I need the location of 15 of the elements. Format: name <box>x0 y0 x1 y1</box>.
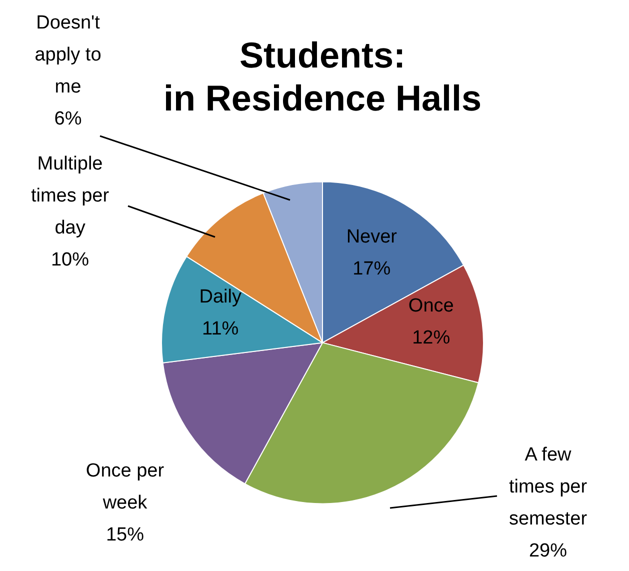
slice-label: Multiple times per day <box>30 154 110 239</box>
slice-label: Once <box>408 296 454 317</box>
data-label: 12% <box>412 328 450 349</box>
data-label: 17% <box>352 258 391 280</box>
data-label: 6% <box>54 108 82 130</box>
text: Students: in Residence Halls <box>163 34 482 119</box>
slice-label: Daily <box>199 286 242 308</box>
data-label: 11% <box>202 318 239 340</box>
slice-label: A few times per semester <box>508 444 588 530</box>
slice-label: Doesn't apply to me <box>34 12 102 98</box>
data-label: 15% <box>106 524 144 546</box>
slice-label: Never <box>346 226 398 248</box>
data-label: 29% <box>528 540 568 562</box>
slice-label: Once per week <box>86 460 165 514</box>
data-label: 10% <box>50 250 90 271</box>
